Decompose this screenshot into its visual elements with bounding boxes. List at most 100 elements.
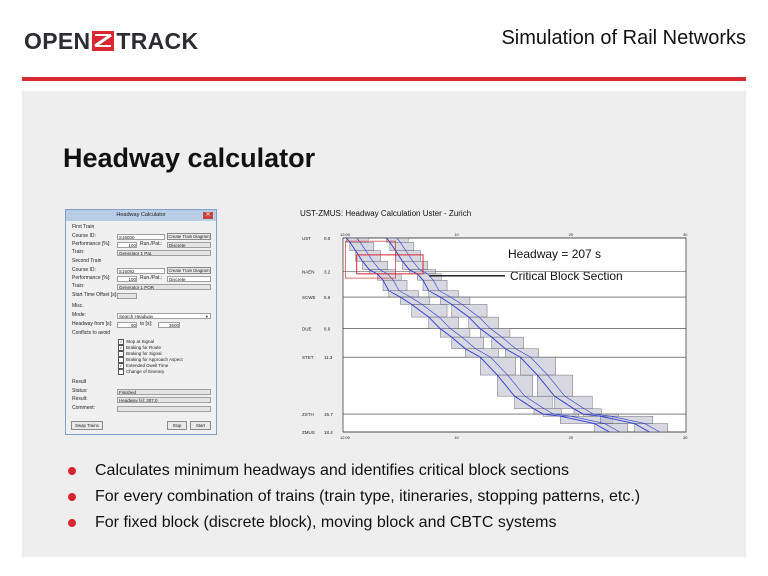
course-id-field-2[interactable]: S16092 — [117, 268, 165, 274]
blocking-time-box — [377, 273, 402, 281]
mode-label: Mode: — [72, 312, 86, 318]
stop-button[interactable]: Stop — [167, 421, 187, 430]
station-label: ZSTH — [302, 412, 314, 417]
bullet-dot — [68, 493, 76, 501]
checkbox-box[interactable]: ✓ — [118, 339, 124, 345]
create-train-diagram-button-1[interactable]: Create Train Diagram — [167, 233, 211, 240]
mode-select-value: Search Headway — [119, 314, 154, 319]
train-label-2: Train: — [72, 283, 85, 289]
headway-to-label: to [s]: — [140, 321, 153, 327]
result-field: Headway [s]: 207.0 — [117, 397, 211, 403]
blocking-time-box — [497, 374, 533, 397]
checkbox-braking-for-route[interactable]: ✓ Braking for Route — [118, 345, 161, 351]
train-path — [346, 237, 610, 433]
bullet-list: Calculates minimum headways and identifi… — [66, 460, 746, 538]
performance-field-2[interactable]: 100 — [117, 276, 137, 282]
blocking-time-box — [505, 348, 539, 358]
station-label: SCWE — [302, 295, 316, 300]
blocking-time-box — [594, 423, 628, 433]
blocking-time-box — [428, 290, 459, 298]
start-offset-field[interactable] — [117, 293, 137, 299]
train-field-2: Generator 1 POR — [117, 284, 211, 290]
blocking-time-box — [514, 395, 553, 410]
checkbox-braking-for-signal[interactable]: Braking for Signal — [118, 351, 162, 357]
second-train-label: Second Train — [72, 258, 102, 264]
blocking-time-box — [520, 356, 556, 376]
time-tick-label-bottom: 20 — [569, 435, 574, 440]
time-tick-label-top: 20 — [569, 232, 574, 237]
critical-block-highlight — [356, 254, 424, 275]
checkbox-label: Extended Dwell Time — [126, 363, 169, 369]
headway-annotation: Headway = 207 s — [508, 247, 601, 261]
slide-title: Headway calculator — [63, 143, 316, 173]
bullet-text: For every combination of trains (train t… — [95, 488, 641, 505]
result-section-label: Result — [72, 379, 87, 385]
checkbox-extended-dwell-time[interactable]: ✓ Extended Dwell Time — [118, 363, 168, 369]
checkbox-box[interactable] — [118, 357, 124, 363]
blocking-time-box — [468, 316, 499, 329]
checkbox-box[interactable] — [118, 369, 124, 375]
time-tick-label-top: 10 — [454, 232, 459, 237]
time-tick-label-bottom: 10 — [454, 435, 459, 440]
blocking-time-box — [389, 242, 415, 251]
misc-label: Misc. — [72, 303, 84, 309]
performance-field-1[interactable]: 100 — [117, 242, 137, 248]
rail-switch-icon — [92, 31, 115, 51]
first-train-label: First Train — [72, 224, 95, 230]
performance-label-2: Performance [%]: — [72, 275, 111, 281]
station-km-label: 0.0 — [324, 236, 331, 241]
bullet-text: Calculates minimum headways and identifi… — [95, 462, 569, 479]
comment-field — [117, 406, 211, 412]
train-label-1: Train: — [72, 249, 85, 255]
headway-from-field[interactable]: 90 — [117, 322, 137, 328]
start-offset-label: Start Time Offset [s]: — [72, 292, 118, 298]
blocking-time-box — [388, 290, 419, 298]
train-path — [386, 237, 650, 433]
run-time-field-1[interactable]: Discrete — [167, 242, 211, 248]
station-km-label: 3.2 — [324, 270, 331, 275]
station-label: ZMUS — [302, 430, 315, 435]
blocking-time-box — [451, 336, 484, 349]
blocking-time-box — [439, 296, 471, 305]
start-button[interactable]: Start — [190, 421, 211, 430]
blocking-time-box — [417, 273, 442, 281]
station-label: UST — [302, 236, 311, 241]
run-time-field-2[interactable]: Discrete — [167, 276, 211, 282]
checkbox-stop-at-signal[interactable]: ✓ Stop at Signal — [118, 339, 154, 345]
station-label: DUE — [302, 327, 312, 332]
headway-to-field[interactable]: 3600 — [158, 322, 180, 328]
create-train-diagram-button-2[interactable]: Create Train Diagram — [167, 267, 211, 274]
time-tick-label-bottom: 12:00 — [340, 435, 351, 440]
headway-from-label: Headway from [s]: — [72, 321, 113, 327]
course-id-field-1[interactable]: S16000 — [117, 234, 165, 240]
time-tick-label-top: 30 — [683, 232, 688, 237]
blocking-time-box — [451, 304, 488, 318]
blocking-time-box — [479, 356, 516, 376]
checkbox-label: Stop at Signal — [126, 339, 155, 345]
swap-trains-button[interactable]: Swap Trains — [71, 421, 103, 430]
close-icon[interactable]: ✕ — [203, 212, 213, 219]
chart-title: UST-ZMUS: Headway Calculation Uster - Zu… — [300, 209, 472, 218]
blocking-time-box — [554, 395, 593, 410]
status-label: Status: — [72, 388, 88, 394]
checkbox-box[interactable] — [118, 351, 124, 357]
checkbox-box[interactable]: ✓ — [118, 345, 124, 351]
station-km-label: 11.3 — [324, 355, 333, 360]
chevron-down-icon: ▾ — [205, 314, 208, 319]
checkbox-box[interactable]: ✓ — [118, 363, 124, 369]
status-field: Finished — [117, 389, 211, 395]
time-tick-label-bottom: 30 — [683, 435, 688, 440]
time-tick-label-top: 12:00 — [340, 232, 351, 237]
critical-block-outline — [344, 240, 396, 279]
checkbox-braking-for-approach-aspect[interactable]: Braking for Approach Aspect — [118, 357, 183, 363]
bullet-text: For fixed block (discrete block), moving… — [95, 514, 557, 531]
checkbox-change-of-itinerary[interactable]: Change of Itinerary — [118, 369, 164, 375]
logo-text-track: TRACK — [116, 27, 199, 54]
bullet-item: Calculates minimum headways and identifi… — [66, 460, 746, 486]
blocking-time-box — [382, 279, 408, 291]
mode-select[interactable]: Search Headway ▾ — [117, 313, 211, 319]
critical-annotation: Critical Block Section — [510, 269, 623, 283]
blocking-time-box — [349, 242, 375, 251]
blocking-time-box — [465, 348, 499, 358]
dialog-titlebar: Headway Calculator ✕ — [66, 210, 216, 221]
